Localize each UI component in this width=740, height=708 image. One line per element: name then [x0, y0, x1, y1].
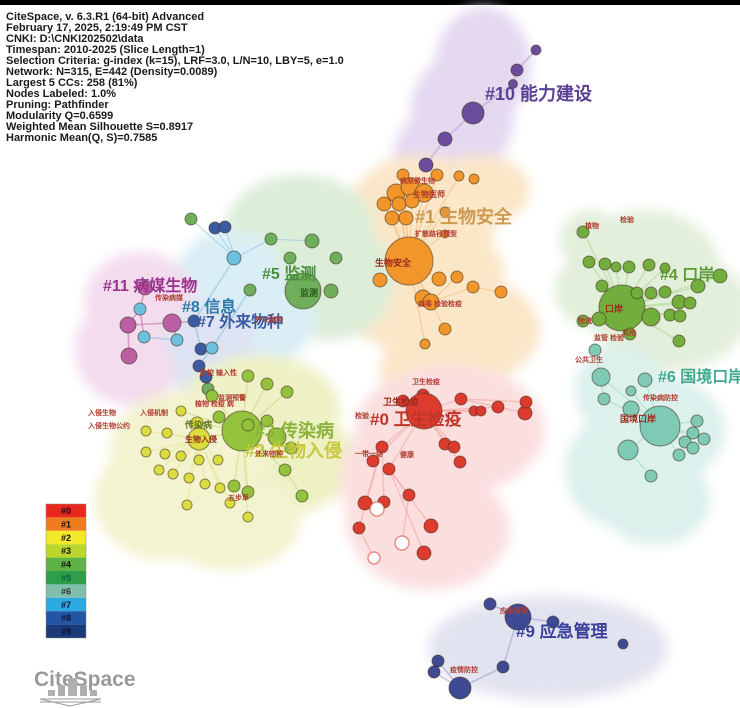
- svg-text:五步草: 五步草: [228, 493, 249, 502]
- svg-text:公共卫生: 公共卫生: [575, 355, 603, 364]
- svg-text:检验: 检验: [620, 215, 635, 224]
- svg-text:传染病防控: 传染病防控: [642, 393, 678, 402]
- svg-text:监测: 监测: [300, 287, 318, 298]
- svg-text:病毒 检验检疫: 病毒 检验检疫: [418, 299, 462, 308]
- svg-text:口岸: 口岸: [605, 303, 623, 314]
- svg-text:风险: 风险: [622, 328, 637, 337]
- svg-text:#1: #1: [61, 519, 71, 529]
- svg-text:检验: 检验: [355, 411, 370, 420]
- svg-text:生物入侵: 生物入侵: [185, 434, 217, 444]
- svg-text:国境口岸: 国境口岸: [620, 413, 656, 424]
- svg-text:入侵生物: 入侵生物: [87, 408, 116, 417]
- svg-text:#7: #7: [61, 600, 71, 610]
- svg-text:物流: 物流: [578, 316, 592, 325]
- svg-text:疫情防控: 疫情防控: [450, 665, 478, 674]
- svg-text:#2: #2: [61, 533, 71, 543]
- svg-text:生物安全: 生物安全: [375, 257, 412, 268]
- svg-text:#4 口岸: #4 口岸: [660, 265, 714, 284]
- svg-text:#3 传染病: #3 传染病: [255, 420, 334, 441]
- svg-text:一带一路: 一带一路: [355, 449, 384, 458]
- svg-text:健康: 健康: [400, 450, 415, 459]
- svg-text:#6 国境口岸: #6 国境口岸: [658, 367, 740, 386]
- svg-text:植物: 植物: [584, 221, 599, 230]
- svg-text:#0 卫生检疫: #0 卫生检疫: [370, 409, 462, 429]
- svg-text:#9 应急管理: #9 应急管理: [516, 621, 608, 641]
- svg-text:#3: #3: [61, 546, 71, 556]
- svg-text:#0: #0: [61, 506, 71, 516]
- svg-text:入侵机制: 入侵机制: [139, 408, 168, 417]
- svg-text:#11 病媒生物: #11 病媒生物: [103, 276, 197, 295]
- svg-text:外来物种: 外来物种: [255, 449, 283, 458]
- svg-text:卫生检疫: 卫生检疫: [383, 396, 419, 407]
- svg-text:#9: #9: [61, 627, 71, 637]
- svg-text:#6: #6: [61, 586, 71, 596]
- svg-text:防控 输入性: 防控 输入性: [200, 368, 237, 377]
- svg-text:#4: #4: [61, 560, 71, 570]
- svg-text:卫生检疫: 卫生检疫: [412, 377, 440, 386]
- svg-text:传染病: 传染病: [184, 419, 212, 430]
- svg-text:生物医师: 生物医师: [413, 189, 445, 199]
- svg-text:#10 能力建设: #10 能力建设: [485, 83, 592, 104]
- svg-text:#5: #5: [61, 573, 71, 583]
- svg-text:#1 生物安全: #1 生物安全: [415, 206, 513, 227]
- svg-text:监管 检验: 监管 检验: [594, 333, 625, 342]
- svg-text:#5 监测: #5 监测: [262, 264, 316, 283]
- svg-text:植物 检疫 病: 植物 检疫 病: [194, 399, 234, 408]
- svg-text:应急管理: 应急管理: [500, 606, 528, 615]
- svg-text:#8: #8: [61, 613, 71, 623]
- svg-text:传染病媒: 传染病媒: [154, 293, 184, 302]
- svg-text:病原微生物: 病原微生物: [400, 176, 435, 185]
- svg-text:入侵生物公约: 入侵生物公约: [87, 421, 130, 430]
- svg-text:扩散路径模型: 扩散路径模型: [415, 229, 457, 238]
- svg-text:外来物种: 外来物种: [255, 315, 283, 324]
